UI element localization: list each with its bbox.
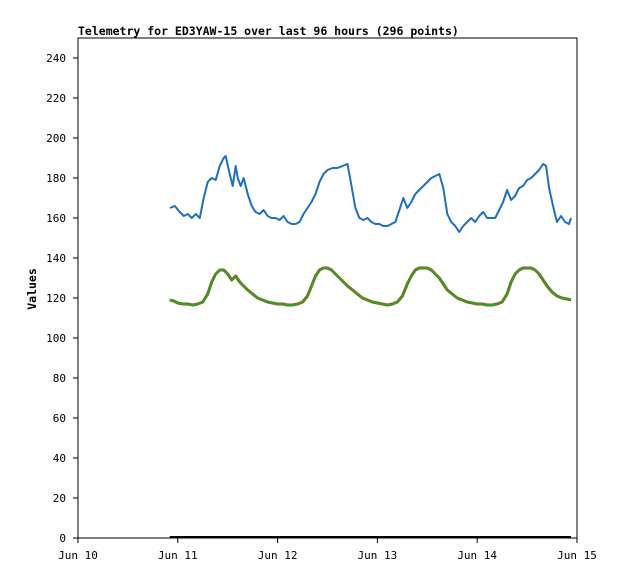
chart-title: Telemetry for ED3YAW-15 over last 96 hou… — [78, 24, 459, 38]
x-tick-label: Jun 14 — [457, 549, 497, 562]
plot-frame — [77, 37, 578, 539]
x-tick-label: Jun 11 — [158, 549, 198, 562]
x-tick-label: Jun 13 — [358, 549, 398, 562]
x-axis-ticks: Jun 10 Jun 11 Jun 12 Jun 13 Jun 14 Jun 15 — [58, 538, 597, 562]
y-tick-label: 180 — [46, 172, 66, 185]
series-lines — [169, 155, 572, 538]
y-tick-label: 100 — [46, 332, 66, 345]
y-tick-label: 120 — [46, 292, 66, 305]
y-tick-label: 200 — [46, 132, 66, 145]
y-tick-label: 0 — [59, 532, 66, 545]
y-tick-label: 140 — [46, 252, 66, 265]
series-1-line — [169, 155, 572, 233]
series-2-line — [169, 267, 572, 306]
y-tick-label: 160 — [46, 212, 66, 225]
y-tick-label: 80 — [53, 372, 66, 385]
y-axis-ticks: 0 20 40 60 80 100 120 140 160 180 200 220 240 — [46, 52, 78, 545]
y-axis-label: Values — [25, 268, 39, 310]
y-tick-label: 20 — [53, 492, 66, 505]
y-tick-label: 220 — [46, 92, 66, 105]
y-tick-label: 40 — [53, 452, 66, 465]
series-2-shadow — [169, 266, 572, 307]
y-tick-label: 60 — [53, 412, 66, 425]
axes — [77, 37, 578, 539]
y-tick-label: 240 — [46, 52, 66, 65]
x-tick-label: Jun 10 — [58, 549, 98, 562]
x-tick-label: Jun 15 — [557, 549, 597, 562]
x-tick-label: Jun 12 — [258, 549, 298, 562]
